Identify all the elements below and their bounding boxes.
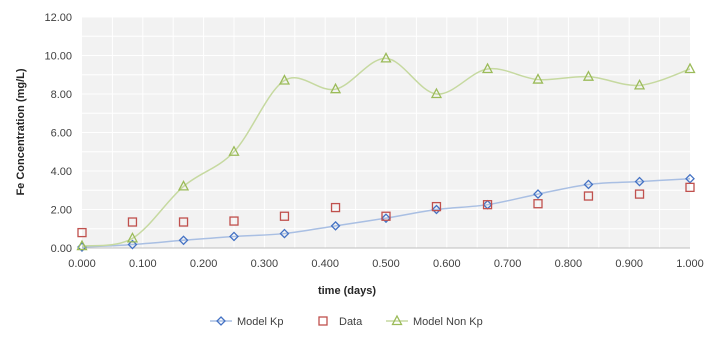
x-tick-label: 0.100 — [129, 258, 157, 270]
model-non-kp-marker — [228, 145, 240, 156]
data-marker — [229, 216, 239, 226]
model-non-kp-marker — [633, 78, 646, 90]
x-tick-label: 0.800 — [555, 258, 583, 270]
data-marker — [482, 200, 493, 210]
legend-item: Model Kp — [210, 316, 283, 328]
model-non-kp-marker — [481, 62, 494, 74]
data-marker — [685, 182, 695, 193]
model-kp-marker — [330, 220, 341, 231]
data-marker — [330, 202, 341, 213]
model-non-kp-marker — [582, 70, 595, 81]
legend-item: Model Non Kp — [386, 314, 483, 328]
x-tick-label: 0.400 — [311, 258, 339, 270]
x-axis-title: time (days) — [318, 285, 376, 297]
y-tick-label: 2.00 — [51, 205, 72, 217]
data-marker — [431, 201, 442, 212]
x-tick-label: 0.000 — [68, 258, 96, 270]
model-kp-line — [81, 177, 691, 248]
model-kp-marker — [178, 235, 189, 246]
data-marker — [77, 227, 87, 238]
axes: 0.000 0.100 0.200 0.300 0.400 0.500 0.600 0.700… — [44, 12, 703, 270]
data-marker — [127, 217, 138, 227]
model-kp-marker — [634, 176, 645, 187]
data-marker — [178, 217, 189, 227]
model-kp-marker — [381, 213, 391, 224]
model-non-kp-marker — [430, 87, 443, 99]
model-non-kp-marker — [278, 74, 291, 85]
model-non-kp-marker — [76, 239, 88, 251]
y-tick-label: 4.00 — [51, 166, 72, 178]
x-tick-label: 1.000 — [676, 258, 704, 270]
legend-model-kp-marker — [216, 316, 226, 326]
x-tick-label: 0.500 — [372, 258, 400, 270]
legend-label: Data — [339, 316, 363, 328]
y-axis-title: Fe Concentration (mg/L) — [15, 68, 27, 195]
gridlines — [82, 16, 690, 248]
data-marker — [381, 211, 391, 221]
legend-label: Model Non Kp — [413, 316, 483, 328]
model-kp-marker — [583, 179, 594, 190]
model-non-kp-marker — [380, 51, 392, 63]
model-kp-marker — [127, 239, 138, 250]
model-kp-marker — [229, 231, 239, 242]
y-tick-label: 0.00 — [51, 243, 72, 255]
y-tick-label: 6.00 — [51, 128, 72, 140]
model-non-kp-marker — [684, 62, 696, 74]
data-marker — [279, 211, 290, 221]
data-marker — [533, 199, 543, 209]
legend-item: Data — [318, 316, 363, 328]
y-tick-label: 10.00 — [44, 51, 72, 63]
data-marker — [634, 189, 645, 199]
model-kp-marker — [685, 173, 695, 184]
y-tick-label: 8.00 — [51, 89, 72, 101]
model-non-kp-marker — [532, 73, 544, 84]
series-layer — [76, 51, 696, 252]
legend-label: Model Kp — [237, 316, 283, 328]
legend-model-non-kp-marker — [391, 314, 403, 326]
model-kp-marker — [279, 228, 290, 239]
legend: Model Kp Data Model Non Kp — [210, 314, 483, 328]
model-non-kp-marker — [329, 82, 342, 94]
model-non-kp-marker — [126, 231, 139, 243]
x-tick-label: 0.600 — [433, 258, 461, 270]
x-tick-label: 0.900 — [615, 258, 643, 270]
model-non-kp-line — [81, 57, 691, 247]
x-tick-label: 0.700 — [494, 258, 522, 270]
y-tick-label: 12.00 — [44, 12, 72, 24]
data-marker — [583, 191, 594, 201]
model-kp-marker — [533, 189, 543, 200]
model-non-kp-marker — [177, 180, 190, 191]
legend-data-marker — [318, 316, 328, 326]
x-tick-label: 0.300 — [251, 258, 279, 270]
x-tick-label: 0.200 — [190, 258, 218, 270]
model-kp-marker — [431, 204, 442, 215]
